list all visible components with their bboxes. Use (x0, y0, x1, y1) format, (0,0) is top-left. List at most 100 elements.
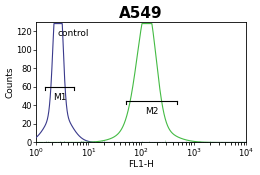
Point (128, 141, 132, 144)
Point (91, 141, 95, 144)
Point (239, 141, 243, 144)
Point (208, 141, 212, 144)
Point (152, 141, 157, 144)
Point (116, 141, 121, 144)
Point (77, 141, 82, 143)
Point (218, 141, 222, 144)
Point (241, 141, 245, 144)
Point (75, 141, 80, 144)
Point (82, 141, 86, 144)
Point (203, 141, 207, 144)
Point (127, 141, 131, 144)
Point (77, 141, 82, 144)
Point (37, 141, 41, 144)
Point (35, 141, 39, 144)
Point (231, 141, 235, 144)
Point (73, 141, 77, 144)
Point (223, 141, 227, 144)
Point (142, 141, 146, 144)
Point (63, 141, 68, 144)
Point (73, 141, 77, 144)
Point (58, 141, 63, 144)
Point (158, 141, 162, 144)
Point (124, 141, 128, 144)
Point (51, 141, 55, 144)
Point (51, 141, 55, 144)
Point (136, 141, 140, 144)
Point (47, 141, 51, 144)
Point (142, 141, 146, 144)
Point (140, 141, 145, 144)
Point (202, 141, 206, 144)
Point (130, 141, 134, 144)
Point (190, 141, 194, 144)
Point (42, 141, 46, 144)
Point (37, 141, 41, 144)
Point (82, 141, 86, 144)
Point (118, 141, 122, 144)
Point (61, 140, 66, 143)
Point (51, 141, 55, 143)
Point (121, 140, 125, 143)
Point (87, 141, 91, 143)
Point (125, 141, 129, 144)
Point (241, 141, 245, 144)
Point (177, 141, 181, 144)
Point (132, 141, 136, 144)
Point (57, 141, 61, 144)
Point (224, 141, 228, 144)
Point (80, 141, 84, 144)
Point (184, 141, 188, 144)
Point (171, 141, 175, 144)
Point (96, 141, 100, 144)
Point (130, 141, 134, 144)
Point (47, 141, 51, 144)
Point (100, 139, 104, 142)
Point (176, 141, 180, 144)
Point (220, 141, 224, 144)
Point (211, 141, 215, 144)
Point (217, 141, 222, 144)
Point (76, 141, 80, 144)
Point (64, 141, 68, 144)
Point (42, 141, 46, 144)
Point (210, 141, 214, 144)
Point (42, 141, 46, 144)
Point (51, 141, 55, 144)
Point (102, 140, 106, 142)
Point (115, 141, 119, 144)
Point (199, 141, 203, 144)
Point (99, 141, 103, 144)
Point (142, 141, 146, 144)
Point (142, 141, 146, 144)
Point (201, 141, 205, 144)
Point (179, 141, 183, 144)
Point (47, 141, 51, 144)
Point (202, 141, 206, 144)
Point (103, 140, 107, 143)
Point (109, 141, 113, 144)
Point (54, 141, 58, 144)
Point (134, 141, 138, 144)
Point (213, 141, 218, 144)
Point (190, 141, 194, 144)
Point (188, 141, 192, 144)
Point (201, 141, 205, 144)
Point (198, 141, 202, 144)
Point (148, 141, 152, 144)
Point (97, 140, 101, 143)
Point (91, 141, 95, 144)
Point (220, 141, 224, 144)
Point (166, 141, 170, 144)
Point (204, 141, 209, 144)
Point (150, 141, 154, 144)
Point (64, 141, 68, 144)
Point (66, 141, 70, 144)
Point (94, 141, 98, 143)
Point (147, 141, 152, 144)
Point (107, 141, 112, 144)
Point (114, 141, 118, 144)
Point (95, 141, 99, 143)
Point (52, 141, 56, 144)
Point (220, 141, 224, 144)
